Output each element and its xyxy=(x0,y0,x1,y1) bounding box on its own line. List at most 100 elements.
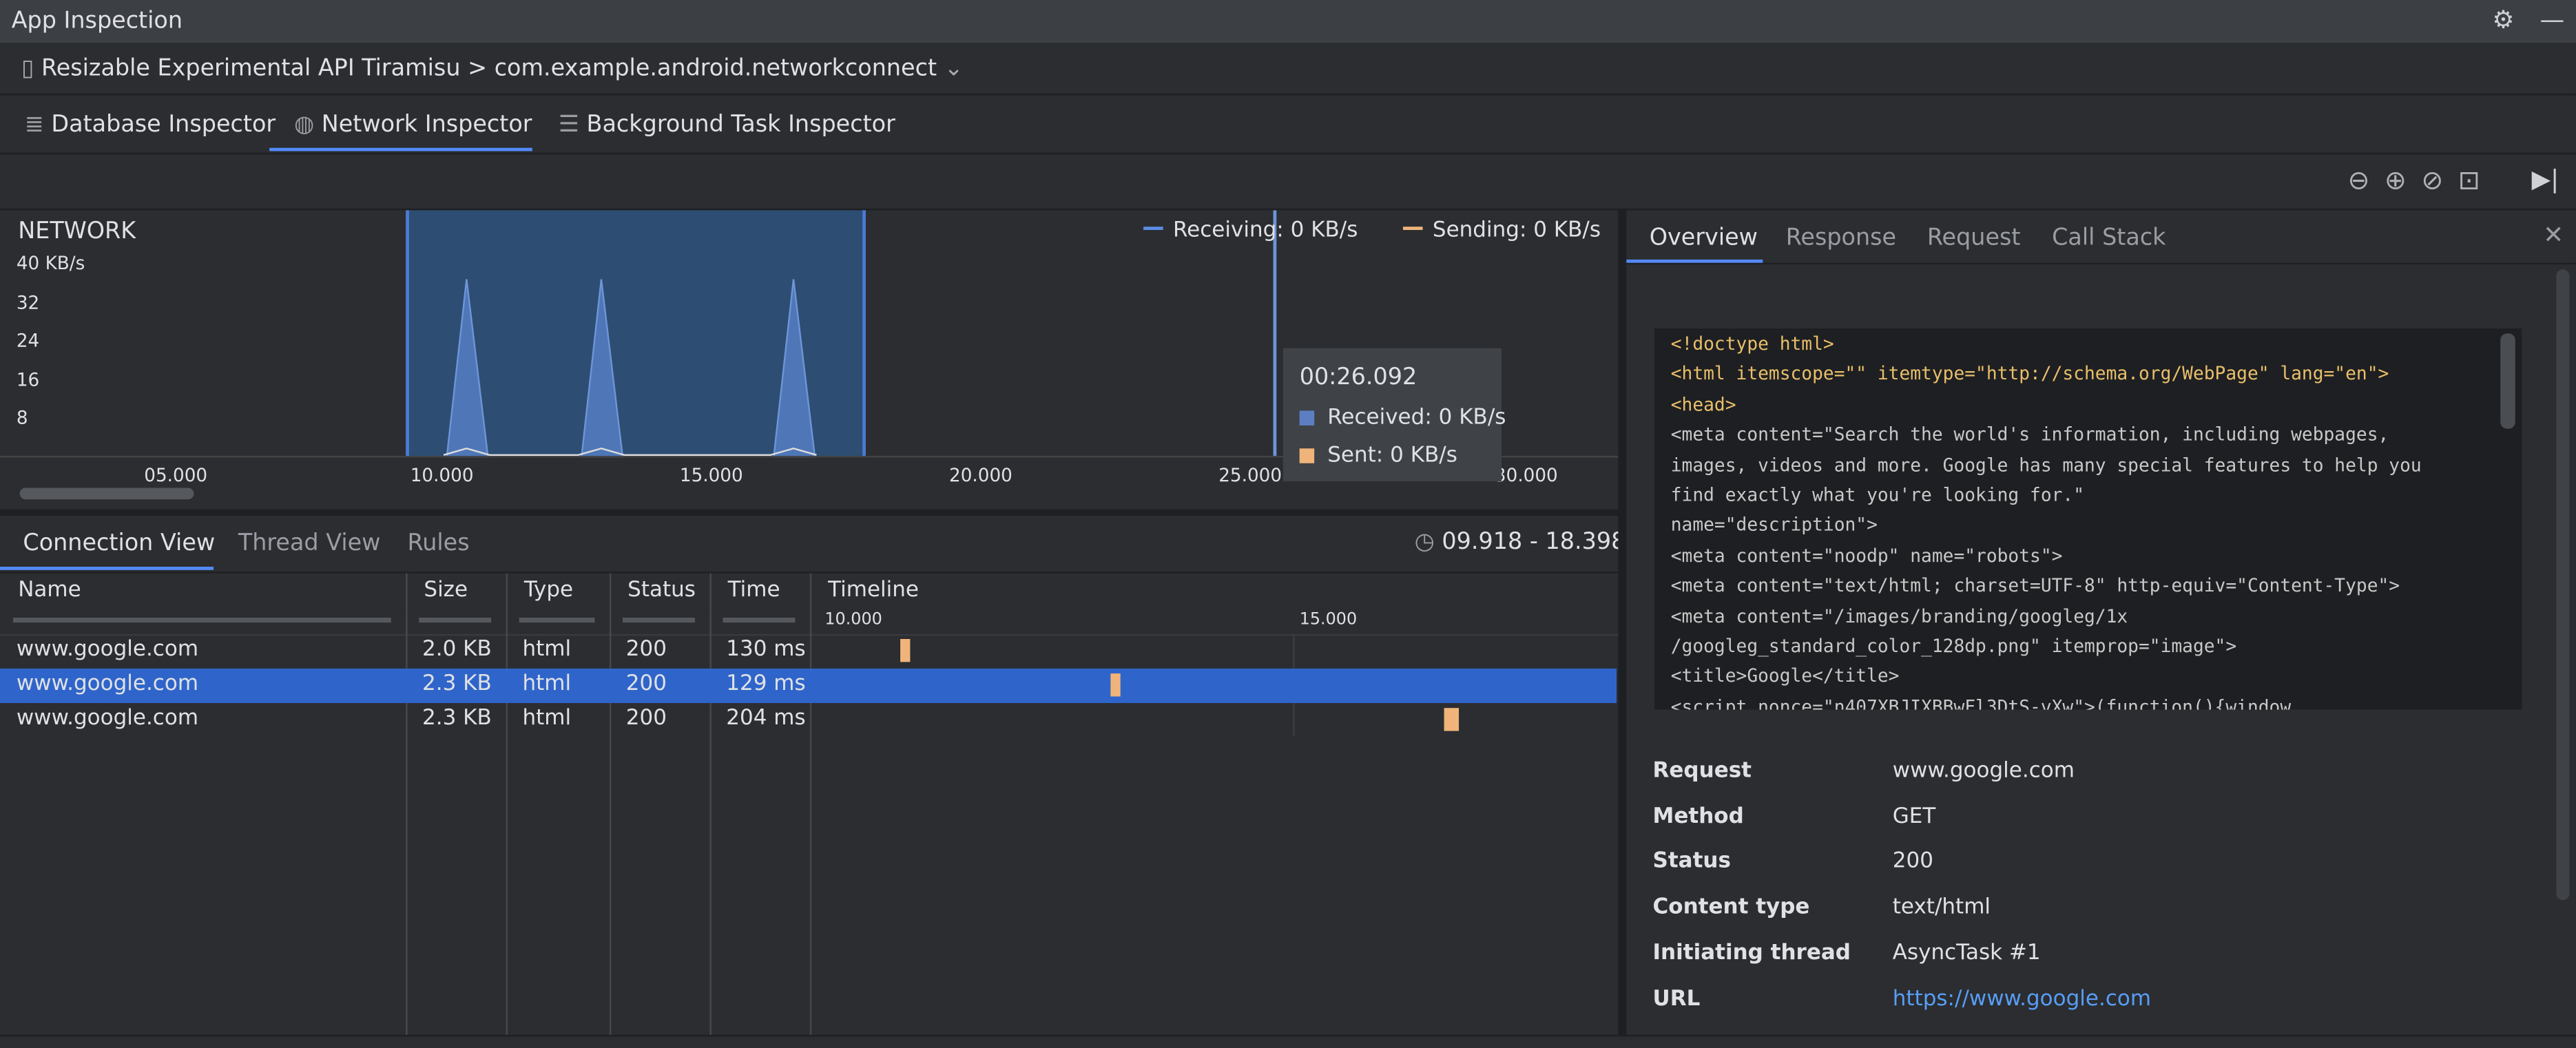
cell: 200 xyxy=(625,671,667,697)
code-line: <meta content="/images/branding/googleg/… xyxy=(1670,605,2128,627)
settings-icon[interactable]: ⚙ xyxy=(2492,5,2515,35)
tab-label: Network Inspector xyxy=(321,112,532,138)
code-scrollbar[interactable] xyxy=(2500,333,2515,429)
tab[interactable]: ☰ Background Task Inspector xyxy=(558,112,895,138)
receive-spike xyxy=(581,279,624,458)
code-line: /googleg_standard_color_128dp.png" itemp… xyxy=(1670,636,2237,658)
view-tab[interactable]: Rules xyxy=(407,530,470,557)
device-row xyxy=(0,44,2576,96)
y-tick-label: 40 KB/s xyxy=(16,253,85,275)
column-divider xyxy=(809,573,812,1035)
title-bar xyxy=(0,0,2576,43)
code-line: images, videos and more. Google has many… xyxy=(1670,454,2422,476)
field-label: Request xyxy=(1652,759,1752,784)
legend-swatch xyxy=(1402,227,1423,230)
y-tick-label: 16 xyxy=(16,369,40,391)
cell: 130 ms xyxy=(726,637,806,662)
cell: html xyxy=(522,671,572,697)
zoom-controls[interactable]: ⊖⊕⊘⊡ xyxy=(2347,164,2495,196)
range-text: 09.918 - 18.398 xyxy=(1442,529,1626,556)
timeline-label: 15.000 xyxy=(1299,611,1358,629)
minimize-icon[interactable]: — xyxy=(2539,5,2565,35)
go-live[interactable]: ▶| xyxy=(2531,164,2559,194)
device-label: Resizable Experimental API Tiramisu > co… xyxy=(41,56,937,83)
column-filter xyxy=(419,617,492,623)
column-header[interactable]: Timeline xyxy=(828,578,919,603)
selected-row[interactable] xyxy=(0,668,1617,704)
field-value: GET xyxy=(1892,804,1936,829)
view-tab[interactable]: Thread View xyxy=(238,530,381,557)
cell: 200 xyxy=(625,637,667,662)
x-tick-label: 15.000 xyxy=(679,465,743,487)
tooltip-time: 00:26.092 xyxy=(1299,364,1417,391)
code-line: name="description"> xyxy=(1670,514,1878,536)
column-divider xyxy=(506,573,508,1035)
x-tick-label: 05.000 xyxy=(144,465,208,487)
detail-tab[interactable]: Response xyxy=(1785,224,1897,251)
tab[interactable]: ≣ Database Inspector xyxy=(24,112,276,138)
tab-underline xyxy=(0,567,214,570)
legend-label: Sending: 0 KB/s xyxy=(1432,218,1601,244)
column-divider xyxy=(709,573,711,1035)
field-value: AsyncTask #1 xyxy=(1892,941,2041,966)
detail-tab[interactable]: Call Stack xyxy=(2052,224,2166,251)
field-label: Status xyxy=(1652,850,1731,875)
code-line: <meta content="text/html; charset=UTF-8"… xyxy=(1670,575,2400,597)
field-value: www.google.com xyxy=(1892,759,2075,784)
close-button[interactable]: ✕ xyxy=(2543,220,2564,250)
timeline-bar xyxy=(900,638,911,662)
field-label: Content type xyxy=(1652,895,1810,921)
tab[interactable]: ◍ Network Inspector xyxy=(293,112,532,138)
detail-tab[interactable]: Request xyxy=(1926,224,2021,251)
field-value: text/html xyxy=(1892,895,1991,921)
divider xyxy=(0,509,1619,516)
cell: 204 ms xyxy=(726,706,806,731)
code-line: <meta content="Search the world's inform… xyxy=(1670,423,2389,446)
code-view: <!doctype html> <html itemscope="" itemty… xyxy=(1654,328,2522,710)
x-tick-label: 30.000 xyxy=(1494,465,1558,487)
y-tick-label: 24 xyxy=(16,330,40,352)
tab-label: Background Task Inspector xyxy=(586,112,895,138)
traffic-graph xyxy=(0,210,1619,458)
legend-swatch xyxy=(1143,227,1163,230)
detail-tab[interactable]: Overview xyxy=(1649,224,1758,251)
divider xyxy=(1626,262,2576,265)
column-header[interactable]: Type xyxy=(523,578,574,603)
cell: html xyxy=(522,706,572,731)
column-header[interactable]: Size xyxy=(424,578,468,603)
panel-scrollbar[interactable] xyxy=(2556,269,2570,901)
y-tick-label: 8 xyxy=(16,407,28,429)
field-value: 200 xyxy=(1892,850,1933,875)
chart-scrollbar[interactable] xyxy=(19,488,194,500)
cell: www.google.com xyxy=(16,706,199,731)
chart-title: NETWORK xyxy=(18,218,136,245)
field-label: Initiating thread xyxy=(1652,941,1851,966)
code-line: <meta content="noodp" name="robots"> xyxy=(1670,545,2063,567)
column-header[interactable]: Time xyxy=(727,578,780,603)
column-header[interactable]: Name xyxy=(18,578,81,603)
code-line: find exactly what you're looking for." xyxy=(1670,484,2085,506)
cell: html xyxy=(522,637,572,662)
cell: 129 ms xyxy=(726,671,806,697)
view-tab[interactable]: Connection View xyxy=(23,530,216,557)
tab-label: Database Inspector xyxy=(51,112,276,138)
field-label: Method xyxy=(1652,804,1744,829)
column-header[interactable]: Status xyxy=(627,578,696,603)
timeline-bar xyxy=(1110,673,1121,697)
divider xyxy=(1618,210,1627,1048)
tab-underline xyxy=(269,147,532,151)
send-line xyxy=(443,448,817,457)
tooltip-sent: Sent: 0 KB/s xyxy=(1327,443,1457,468)
device-selector[interactable]: ▯ Resizable Experimental API Tiramisu > … xyxy=(21,56,964,83)
column-filter xyxy=(519,617,595,623)
cell: 2.3 KB xyxy=(422,671,492,697)
window-title: App Inspection xyxy=(11,8,183,35)
code-line: <!doctype html> xyxy=(1670,333,1834,355)
field-value[interactable]: https://www.google.com xyxy=(1892,986,2152,1012)
cell: 2.0 KB xyxy=(422,637,492,662)
legend-label: Receiving: 0 KB/s xyxy=(1173,218,1358,244)
x-tick-label: 20.000 xyxy=(949,465,1012,487)
cell: 2.3 KB xyxy=(422,706,492,731)
field-label: URL xyxy=(1652,986,1701,1012)
